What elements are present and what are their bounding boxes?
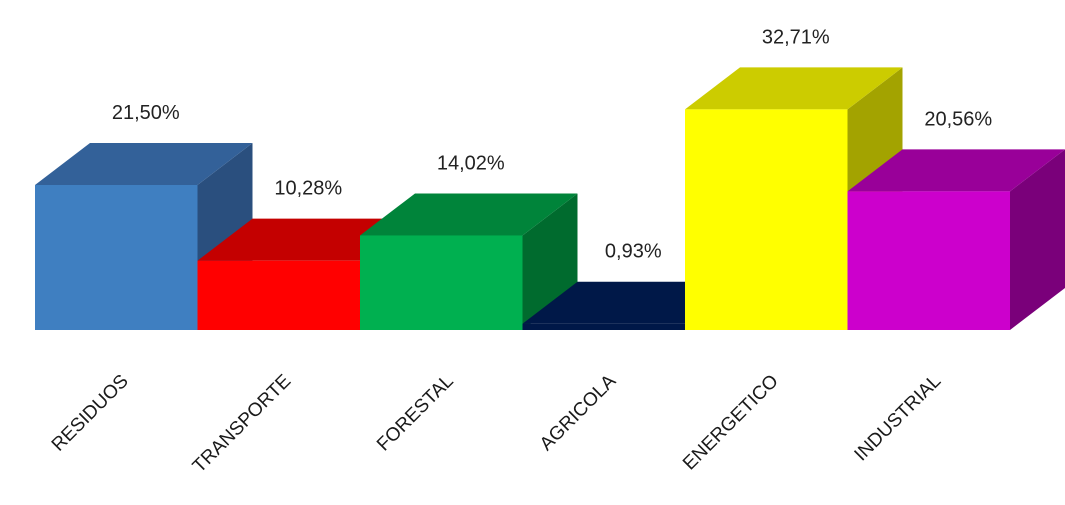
value-label-industrial: 20,56% (924, 108, 992, 130)
value-label-energetico: 32,71% (762, 26, 830, 48)
bar-front-industrial (848, 191, 1011, 330)
value-label-forestal: 14,02% (437, 152, 505, 174)
value-label-residuos: 21,50% (112, 102, 180, 124)
bar-front-transporte (198, 261, 361, 330)
category-label-agricola: AGRICOLA (536, 370, 621, 455)
category-label-industrial: INDUSTRIAL (851, 371, 946, 466)
category-labels-layer: RESIDUOS TRANSPORTE FORESTAL AGRICOLA ENERGE… (48, 370, 946, 477)
category-label-forestal: FORESTAL (373, 371, 458, 456)
bars-layer (35, 67, 1065, 330)
category-label-energetico: ENERGETICO (679, 371, 783, 475)
value-label-agricola: 0,93% (605, 241, 662, 263)
bar-front-forestal (360, 235, 523, 330)
bar-front-agricola (523, 324, 686, 330)
category-label-transporte: TRANSPORTE (189, 371, 295, 477)
bar-industrial (848, 149, 1065, 330)
bar-front-residuos (35, 185, 198, 330)
value-label-transporte: 10,28% (274, 178, 342, 200)
bar-front-energetico (685, 109, 848, 330)
category-label-residuos: RESIDUOS (48, 371, 133, 456)
